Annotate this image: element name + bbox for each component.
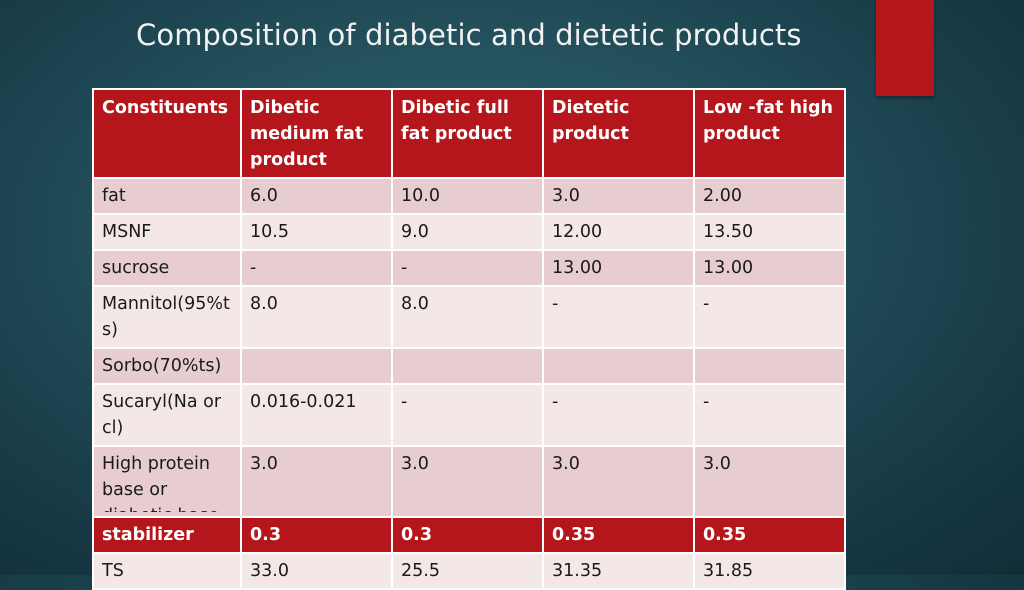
table-cell: 10.0 (391, 177, 544, 215)
table-cell: 0.3 (240, 516, 393, 554)
table-cell: MSNF (92, 213, 242, 251)
table-cell: - (542, 383, 695, 447)
table-cell: 10.5 (240, 213, 393, 251)
table-cell: 3.0 (391, 445, 544, 518)
table-cell: 31.35 (542, 552, 695, 590)
table-header-row: Constituents Dibetic medium fat product … (92, 88, 846, 179)
table-cell: TS (92, 552, 242, 590)
table-cell: 0.35 (693, 516, 846, 554)
table-row: Sucaryl(Na or cl) 0.016-0.021 - - - (92, 383, 846, 447)
table-cell: - (240, 249, 393, 287)
table-cell: 0.016-0.021 (240, 383, 393, 447)
table-cell: sucrose (92, 249, 242, 287)
table-row: MSNF 10.5 9.0 12.00 13.50 (92, 213, 846, 251)
table-cell: 8.0 (391, 285, 544, 349)
table-row: sucrose - - 13.00 13.00 (92, 249, 846, 287)
table-row: High protein base or diabetic base 3.0 3… (92, 445, 846, 518)
table-cell: 3.0 (693, 445, 846, 518)
table-row: TS 33.0 25.5 31.35 31.85 (92, 552, 846, 590)
table-row: Mannitol(95%ts) 8.0 8.0 - - (92, 285, 846, 349)
table-row-highlighted: stabilizer 0.3 0.3 0.35 0.35 (92, 516, 846, 554)
table-cell: 13.00 (693, 249, 846, 287)
table-cell (542, 347, 695, 385)
accent-tab (876, 0, 934, 96)
table-cell (240, 347, 393, 385)
table-cell: - (391, 383, 544, 447)
table-cell: 13.50 (693, 213, 846, 251)
header-cell: Dietetic product (542, 88, 695, 179)
table-cell: 13.00 (542, 249, 695, 287)
table-row: Sorbo(70%ts) (92, 347, 846, 385)
table-cell: stabilizer (92, 516, 242, 554)
table-cell: - (693, 383, 846, 447)
table-cell: 12.00 (542, 213, 695, 251)
table-cell: Mannitol(95%ts) (92, 285, 242, 349)
table-cell: 2.00 (693, 177, 846, 215)
table-cell: 0.35 (542, 516, 695, 554)
table-cell: 3.0 (240, 445, 393, 518)
table-cell: 31.85 (693, 552, 846, 590)
table-cell: 25.5 (391, 552, 544, 590)
table-cell: 8.0 (240, 285, 393, 349)
composition-table: Constituents Dibetic medium fat product … (92, 88, 846, 590)
table-cell: 3.0 (542, 445, 695, 518)
header-cell: Constituents (92, 88, 242, 179)
table-cell (391, 347, 544, 385)
table-cell: - (542, 285, 695, 349)
table-cell: - (391, 249, 544, 287)
table-cell: High protein base or diabetic base (92, 445, 242, 518)
table-cell: - (693, 285, 846, 349)
table-cell: fat (92, 177, 242, 215)
table-cell: Sucaryl(Na or cl) (92, 383, 242, 447)
header-cell: Low -fat high product (693, 88, 846, 179)
table-cell: 9.0 (391, 213, 544, 251)
header-cell: Dibetic full fat product (391, 88, 544, 179)
slide-title: Composition of diabetic and dietetic pro… (136, 18, 802, 52)
header-cell: Dibetic medium fat product (240, 88, 393, 179)
table-row: fat 6.0 10.0 3.0 2.00 (92, 177, 846, 215)
table-cell: 33.0 (240, 552, 393, 590)
table-cell: Sorbo(70%ts) (92, 347, 242, 385)
table-cell (693, 347, 846, 385)
clipped-cell-text: High protein base or diabetic base (102, 454, 219, 512)
table-cell: 0.3 (391, 516, 544, 554)
table-cell: 6.0 (240, 177, 393, 215)
table-cell: 3.0 (542, 177, 695, 215)
